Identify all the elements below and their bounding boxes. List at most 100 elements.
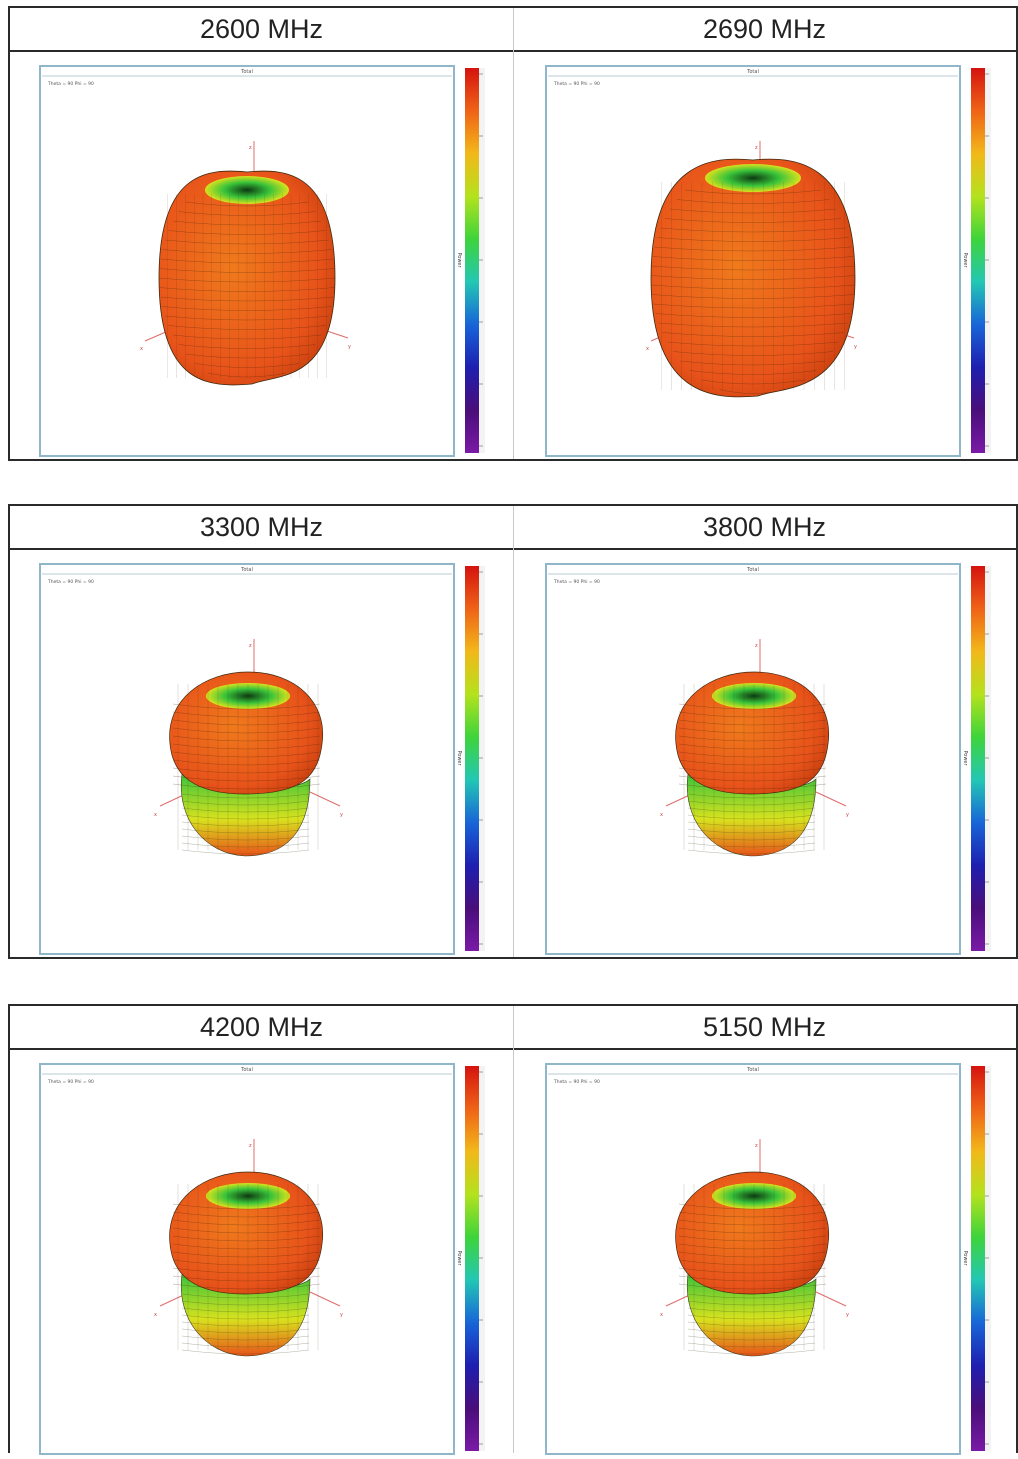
freq-label: 4200 MHz [199, 1012, 324, 1042]
mesh-line [181, 807, 310, 813]
radiation-pattern-plot: Total Theta = 90 Phi = 90 Power z x y [516, 56, 1016, 461]
mesh-line [719, 389, 787, 394]
mesh-line [181, 1300, 310, 1306]
mesh-line [162, 306, 332, 311]
mesh-line [701, 379, 805, 385]
column-divider [513, 8, 514, 459]
axis-label: x [140, 346, 143, 352]
mesh-line [172, 711, 321, 718]
axis-label: y [846, 812, 849, 818]
mesh-line [178, 211, 316, 216]
colorbar [971, 566, 985, 951]
mesh-line [172, 1251, 321, 1258]
mesh-line [172, 1211, 321, 1218]
mesh-line [678, 743, 827, 750]
pattern-svg: Total Theta = 90 Phi = 90 Power z x y [545, 563, 991, 955]
plot-title: Total [746, 567, 759, 573]
plot-title: Total [746, 69, 759, 75]
mesh-line [172, 703, 321, 710]
mesh-line [678, 759, 827, 766]
mesh-line [172, 1267, 321, 1274]
colorbar [465, 68, 479, 453]
mesh-line [687, 1321, 816, 1327]
mesh-line [687, 1293, 816, 1299]
axis-label: x [660, 1312, 663, 1318]
mesh-line [172, 727, 321, 734]
pattern-row-3: 4200 MHz 5150 MHz Total Theta = 90 Phi = … [8, 1004, 1018, 1455]
freq-label: 2690 MHz [702, 14, 827, 44]
mesh-line [181, 1342, 310, 1348]
axis-label: y [348, 344, 351, 350]
colorbar [971, 1066, 985, 1451]
radiation-pattern-plot: Total Theta = 90 Phi = 90 Power z x y [10, 554, 510, 959]
mesh-line [651, 284, 855, 290]
colorbar-label: Power [456, 1250, 462, 1266]
mesh-line [670, 208, 836, 214]
freq-label: 3300 MHz [199, 512, 324, 542]
colorbar-ticks [985, 566, 991, 951]
axis-label: y [340, 1312, 343, 1318]
mesh-line [655, 313, 851, 318]
mesh-line [172, 775, 321, 782]
mesh-line [160, 258, 334, 264]
mesh-line [185, 201, 309, 207]
mesh-line [158, 277, 336, 283]
pattern-null [712, 1183, 796, 1209]
mesh-line [687, 800, 816, 806]
mesh-line [168, 230, 326, 235]
colorbar-ticks [985, 68, 991, 453]
axis-label: x [660, 812, 663, 818]
mesh-line [678, 735, 827, 742]
colorbar-label: Power [456, 750, 462, 766]
mesh-line [159, 268, 335, 273]
mesh-line [687, 1335, 816, 1341]
freq-label: 3800 MHz [702, 512, 827, 542]
mesh-line [687, 793, 816, 799]
mesh-line [678, 1203, 827, 1210]
mesh-line [172, 1227, 321, 1234]
freq-label: 2600 MHz [199, 14, 324, 44]
mesh-line [687, 828, 816, 834]
axis-label: x [154, 812, 157, 818]
pattern-row-2: 3300 MHz 3800 MHz Total Theta = 90 Phi = … [8, 504, 1018, 959]
mesh-line [181, 1349, 310, 1355]
mesh-line [658, 322, 848, 328]
pattern-null [712, 683, 796, 709]
y-axis-line [815, 791, 847, 807]
mesh-line [678, 1251, 827, 1258]
radiation-pattern-plot: Total Theta = 90 Phi = 90 Power z x y [516, 554, 1016, 959]
colorbar [971, 68, 985, 453]
mesh-line [181, 1293, 310, 1299]
pattern-null [205, 176, 289, 204]
pattern-null [206, 1183, 290, 1209]
pattern-svg: Total Theta = 90 Phi = 90 Power z x y [39, 65, 485, 457]
mesh-line [172, 759, 321, 766]
y-axis-line [309, 791, 341, 807]
mesh-line [172, 1243, 321, 1250]
mesh-line [687, 1328, 816, 1334]
mesh-line [181, 1335, 310, 1341]
mesh-line [181, 828, 310, 834]
axis-label: y [854, 344, 857, 350]
mesh-line [181, 1328, 310, 1334]
axis-label: z [249, 145, 252, 151]
plot-title: Total [240, 567, 253, 573]
mesh-line [687, 1307, 816, 1313]
mesh-line [181, 1307, 310, 1313]
mesh-line [678, 1243, 827, 1250]
mesh-line [651, 265, 855, 271]
mesh-line [168, 325, 326, 330]
mesh-line [678, 1267, 827, 1274]
y-axis-line [815, 1291, 847, 1307]
theta-phi-label: Theta = 90 Phi = 90 [47, 1079, 94, 1085]
mesh-line [172, 735, 321, 742]
mesh-line [685, 189, 821, 195]
mesh-line [651, 294, 855, 299]
colorbar-ticks [479, 1066, 485, 1451]
mesh-line [662, 332, 844, 337]
mesh-line [172, 1235, 321, 1242]
mesh-line [653, 303, 853, 309]
theta-phi-label: Theta = 90 Phi = 90 [47, 81, 94, 87]
mesh-line [687, 1342, 816, 1348]
mesh-line [172, 719, 321, 726]
